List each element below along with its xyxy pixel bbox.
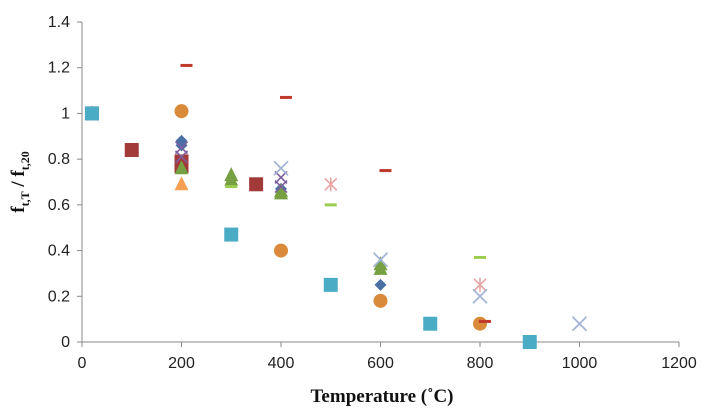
data-point xyxy=(372,252,389,268)
data-marks xyxy=(84,63,588,349)
data-point xyxy=(225,185,238,189)
data-point-circle xyxy=(274,243,288,258)
data-point-dash xyxy=(225,185,238,189)
data-point xyxy=(374,278,387,291)
data-point-circle xyxy=(473,316,487,331)
data-point xyxy=(373,260,388,275)
data-point xyxy=(174,176,189,191)
data-point xyxy=(379,169,392,173)
x-axis-label: Temperature (˚C) xyxy=(311,386,454,407)
data-point-dash xyxy=(379,169,392,173)
data-point-dash xyxy=(180,63,193,67)
x-tick-label: 400 xyxy=(268,355,295,372)
y-tick-label: 0.8 xyxy=(48,151,70,168)
data-point-dash xyxy=(478,319,491,323)
data-point-cross-b xyxy=(273,160,289,176)
y-tick-label: 0.2 xyxy=(48,288,70,305)
data-point xyxy=(423,316,438,331)
data-point-dash xyxy=(279,95,292,99)
data-point xyxy=(473,316,487,331)
data-point xyxy=(274,243,288,258)
x-tick-label: 0 xyxy=(78,355,87,372)
data-point xyxy=(373,293,388,308)
data-point-x-b xyxy=(174,150,189,164)
x-tick-label: 1000 xyxy=(562,355,598,372)
data-point-x-b xyxy=(174,141,189,155)
data-point xyxy=(174,104,189,119)
data-point xyxy=(224,227,239,242)
data-point xyxy=(522,335,537,349)
data-point xyxy=(124,143,139,157)
data-point xyxy=(274,185,288,200)
y-axis-label-sub: t,T xyxy=(18,191,32,206)
data-point-square xyxy=(323,277,338,292)
axes: 0 200 400 600 800 1000 1200 0 0.2 0.4 0.6 0.8 1 1.2 1.… xyxy=(48,14,697,372)
y-tick-label: 1.4 xyxy=(48,14,70,31)
data-point-square xyxy=(522,335,537,349)
x-tick-label: 800 xyxy=(467,355,494,372)
data-point xyxy=(174,160,189,175)
data-point-circle xyxy=(174,104,189,119)
data-point-square xyxy=(224,227,239,242)
data-point-diamond xyxy=(175,139,188,152)
data-point xyxy=(273,160,289,176)
y-tick-label: 0.6 xyxy=(48,197,70,214)
data-point-diamond xyxy=(374,278,387,291)
data-point xyxy=(249,177,264,192)
data-point xyxy=(324,177,338,192)
data-point xyxy=(84,106,99,121)
data-point xyxy=(174,150,189,164)
y-tick-label: 0.4 xyxy=(48,243,70,260)
data-point-square xyxy=(423,316,438,331)
data-point-cross-b xyxy=(472,288,488,304)
y-tick-label: 1 xyxy=(61,105,70,122)
data-point-square xyxy=(84,106,99,121)
y-axis-label-main: f xyxy=(8,206,29,213)
data-point-cross-b xyxy=(372,252,389,268)
data-point-x-b xyxy=(274,180,288,194)
data-point xyxy=(472,288,488,304)
data-point xyxy=(174,141,189,155)
data-point xyxy=(279,95,292,99)
data-point xyxy=(571,316,588,332)
y-axis-label-sub2: t,20 xyxy=(18,151,32,170)
data-point xyxy=(323,277,338,292)
y-axis-label: ft,T / ft,20 xyxy=(8,151,32,212)
data-point-square xyxy=(249,177,264,192)
data-point-triangle xyxy=(274,185,288,200)
data-point-triangle xyxy=(224,171,239,186)
data-point xyxy=(474,255,486,259)
data-point xyxy=(175,139,188,152)
data-point-dash xyxy=(474,255,486,259)
x-tick-label: 200 xyxy=(168,355,195,372)
y-axis-label-div: / f xyxy=(8,170,29,192)
data-point xyxy=(274,180,288,194)
data-point-triangle xyxy=(174,176,189,191)
data-point-dash xyxy=(324,203,337,207)
data-point xyxy=(324,203,337,207)
data-point-cross-b xyxy=(571,316,588,332)
data-point xyxy=(224,171,239,186)
data-point xyxy=(478,319,491,323)
data-point xyxy=(180,63,193,67)
data-point-circle xyxy=(373,293,388,308)
x-tick-label: 1200 xyxy=(661,355,697,372)
data-point-triangle xyxy=(174,160,189,175)
data-point-square xyxy=(124,143,139,157)
y-tick-label: 1.2 xyxy=(48,60,70,77)
data-point-triangle xyxy=(373,260,388,275)
x-tick-label: 600 xyxy=(367,355,394,372)
y-tick-label: 0 xyxy=(61,334,70,351)
data-point xyxy=(473,277,487,292)
